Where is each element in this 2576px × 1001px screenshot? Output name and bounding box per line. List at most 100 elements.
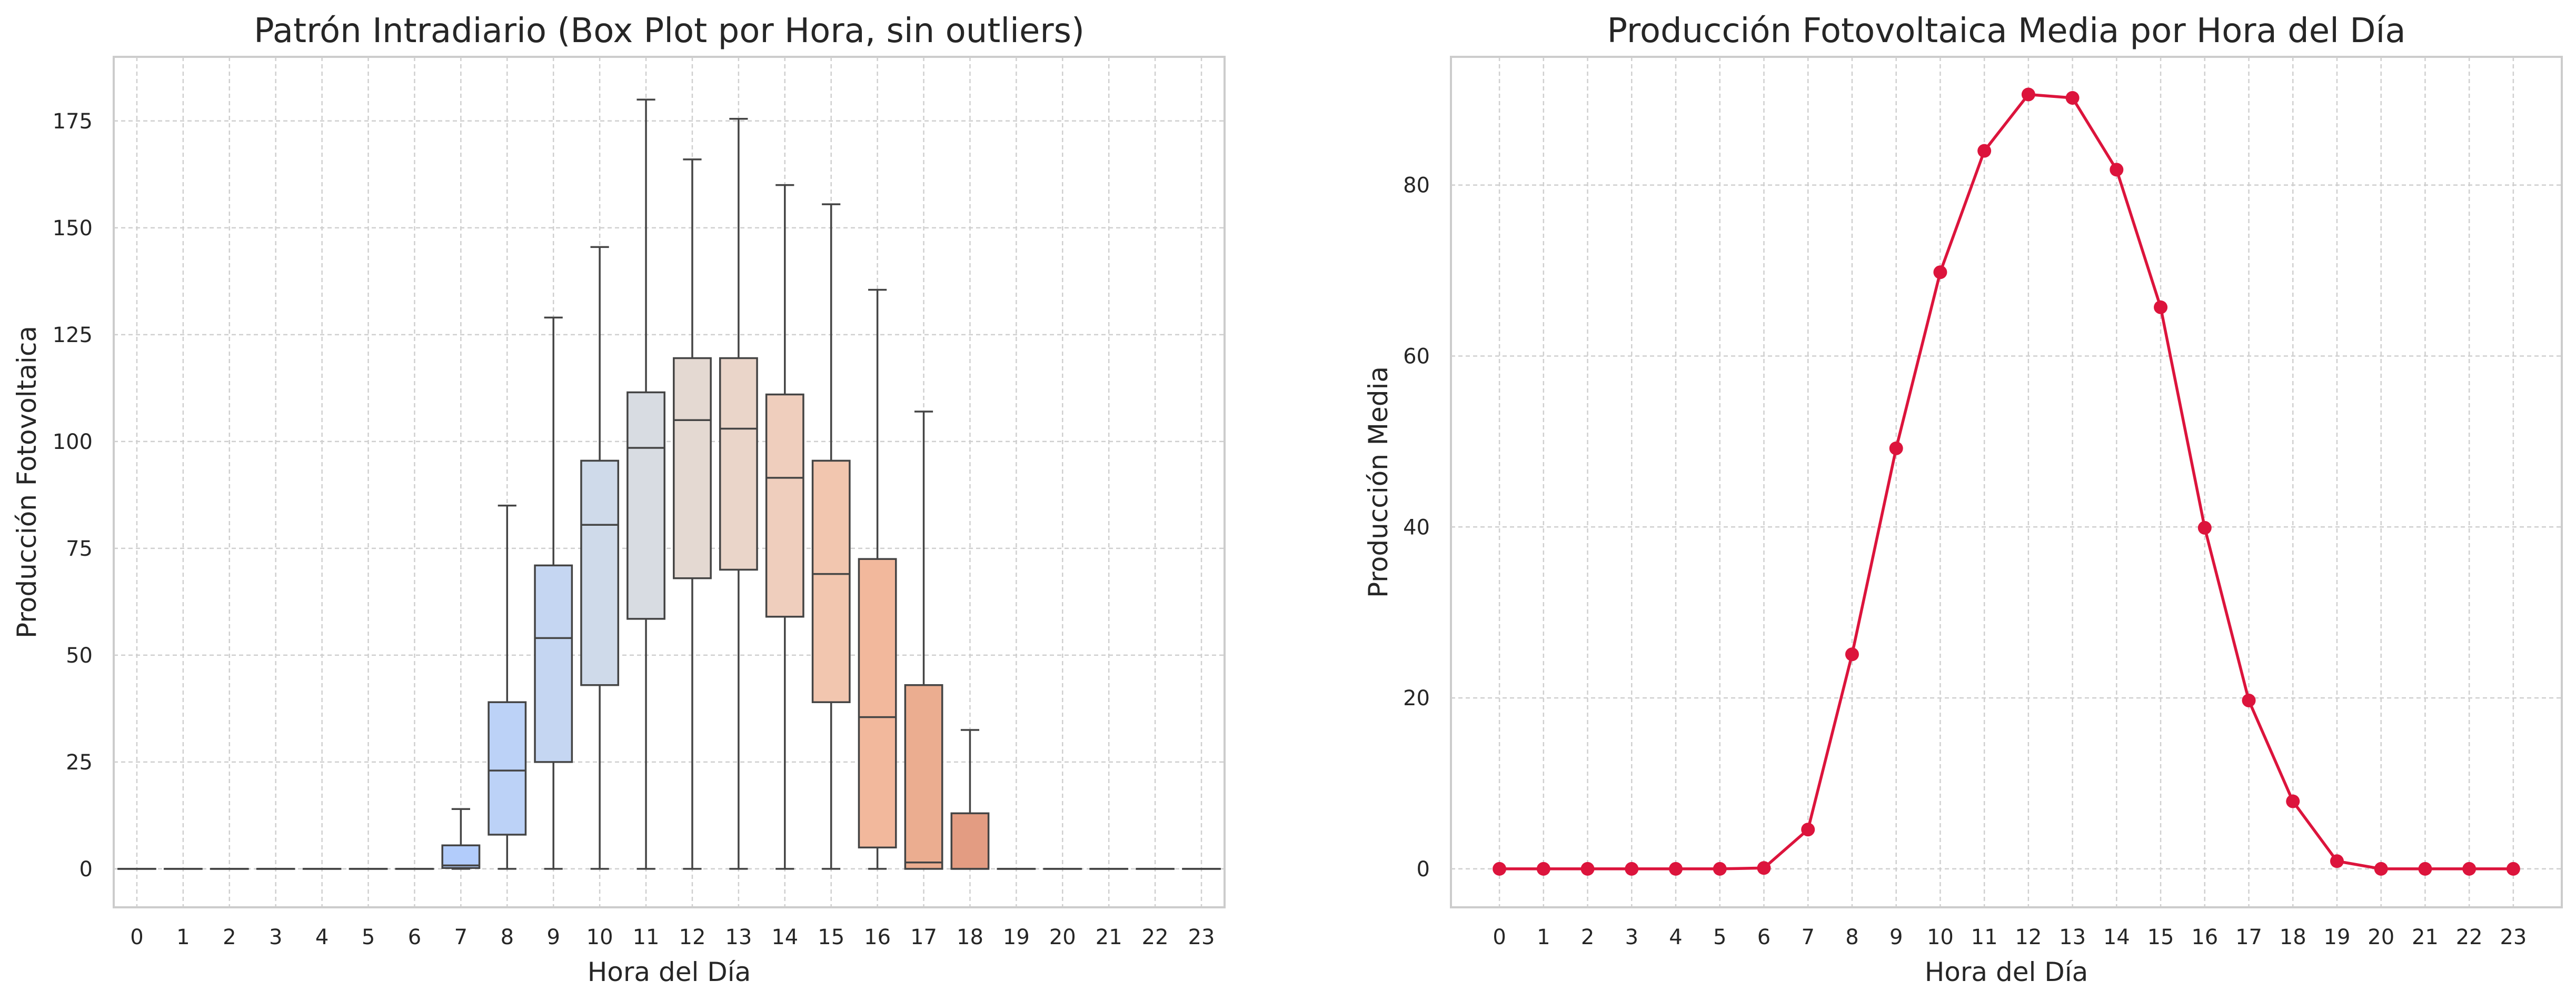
data-point-hour-2: [1580, 862, 1595, 876]
box-hour-12: [673, 158, 712, 870]
x-tick-label: 19: [2324, 925, 2351, 949]
x-tick-label: 5: [1713, 925, 1726, 949]
x-tick-label: 20: [2368, 925, 2394, 949]
data-point-hour-4: [1669, 862, 1683, 876]
data-point-hour-1: [1536, 862, 1550, 876]
x-tick-label: 2: [223, 925, 236, 949]
y-tick-label: 75: [66, 537, 93, 561]
left-chart-title: Patrón Intradiario (Box Plot por Hora, s…: [254, 12, 1085, 51]
x-tick-label: 6: [408, 925, 421, 949]
x-tick-label: 18: [2280, 925, 2306, 949]
x-tick-label: 16: [864, 925, 891, 949]
left-x-axis-label: Hora del Día: [588, 957, 751, 987]
box-iqr: [719, 357, 758, 571]
box-iqr: [488, 701, 527, 836]
right-y-ticks: 0 20 40 60 80: [1403, 174, 1430, 882]
x-tick-label: 12: [2015, 925, 2042, 949]
x-tick-label: 7: [1801, 925, 1814, 949]
x-tick-label: 10: [586, 925, 613, 949]
data-point-hour-7: [1801, 823, 1815, 837]
box-hour-9: [534, 316, 573, 870]
box-iqr: [626, 391, 665, 620]
left-boxes: [117, 98, 1221, 870]
data-point-hour-9: [1889, 441, 1903, 455]
x-tick-label: 7: [454, 925, 468, 949]
data-point-hour-20: [2374, 862, 2388, 876]
y-tick-label: 0: [1417, 857, 1430, 882]
right-x-ticks: 0 1 2 3 4 5 6 7 8 9 10 11 12 13 14 15 16 17 18 19 20 21 22 23: [1493, 925, 2527, 949]
x-tick-label: 22: [2456, 925, 2483, 949]
x-tick-label: 14: [771, 925, 798, 949]
x-tick-label: 3: [1625, 925, 1638, 949]
x-tick-label: 13: [725, 925, 752, 949]
x-tick-label: 14: [2103, 925, 2130, 949]
data-point-hour-19: [2330, 854, 2344, 868]
x-tick-label: 21: [2412, 925, 2439, 949]
data-point-hour-17: [2242, 693, 2256, 707]
y-tick-label: 80: [1403, 174, 1430, 198]
y-tick-label: 125: [53, 323, 93, 347]
x-tick-label: 1: [1537, 925, 1550, 949]
x-tick-label: 11: [633, 925, 660, 949]
right-x-axis-label: Hora del Día: [1925, 957, 2088, 987]
box-hour-8: [488, 504, 527, 870]
data-point-hour-0: [1493, 862, 1507, 876]
box-hour-15: [811, 203, 851, 870]
x-tick-label: 0: [1493, 925, 1506, 949]
x-tick-label: 23: [1188, 925, 1215, 949]
y-tick-label: 20: [1403, 686, 1430, 710]
right-chart-title: Producción Fotovoltaica Media por Hora d…: [1607, 12, 2405, 51]
x-tick-label: 9: [1889, 925, 1903, 949]
x-tick-label: 17: [2235, 925, 2262, 949]
data-point-hour-8: [1845, 647, 1859, 662]
x-tick-label: 21: [1096, 925, 1122, 949]
box-iqr: [858, 558, 897, 849]
x-tick-label: 9: [546, 925, 560, 949]
box-iqr: [580, 459, 620, 686]
x-tick-label: 15: [2147, 925, 2174, 949]
x-tick-label: 18: [957, 925, 983, 949]
data-point-hour-13: [2065, 91, 2080, 105]
x-tick-label: 10: [1927, 925, 1954, 949]
data-point-hour-22: [2462, 862, 2476, 876]
x-tick-label: 6: [1757, 925, 1771, 949]
box-iqr: [765, 393, 804, 618]
x-tick-label: 4: [1669, 925, 1682, 949]
x-tick-label: 13: [2059, 925, 2086, 949]
x-tick-label: 8: [501, 925, 514, 949]
y-tick-label: 25: [66, 750, 93, 775]
x-tick-label: 19: [1003, 925, 1030, 949]
x-tick-label: 23: [2500, 925, 2527, 949]
right-line-series: [1493, 87, 2520, 876]
box-hour-18: [950, 729, 990, 870]
x-tick-label: 15: [818, 925, 844, 949]
x-tick-label: 17: [910, 925, 937, 949]
box-iqr: [950, 812, 990, 870]
right-y-axis-label: Producción Media: [1363, 366, 1394, 598]
x-tick-label: 8: [1845, 925, 1858, 949]
box-hour-11: [626, 98, 665, 870]
series-line: [1499, 93, 2513, 870]
data-point-hour-11: [1977, 144, 1992, 158]
x-tick-label: 4: [315, 925, 329, 949]
y-tick-label: 0: [79, 857, 93, 882]
x-tick-label: 2: [1581, 925, 1594, 949]
box-hour-16: [858, 288, 897, 870]
y-tick-label: 50: [66, 644, 93, 668]
box-hour-13: [719, 117, 758, 870]
x-tick-label: 11: [1971, 925, 1998, 949]
y-tick-label: 60: [1403, 344, 1430, 368]
data-point-hour-18: [2286, 794, 2300, 808]
data-point-hour-21: [2418, 862, 2432, 876]
data-point-hour-12: [2021, 87, 2035, 102]
y-tick-label: 175: [53, 109, 93, 134]
data-point-hour-5: [1713, 862, 1727, 876]
x-tick-label: 1: [176, 925, 190, 949]
data-point-hour-15: [2154, 300, 2168, 314]
right-plot-area: [1450, 56, 2563, 908]
left-y-axis-label: Producción Fotovoltaica: [12, 326, 42, 638]
data-point-hour-10: [1933, 265, 1947, 279]
